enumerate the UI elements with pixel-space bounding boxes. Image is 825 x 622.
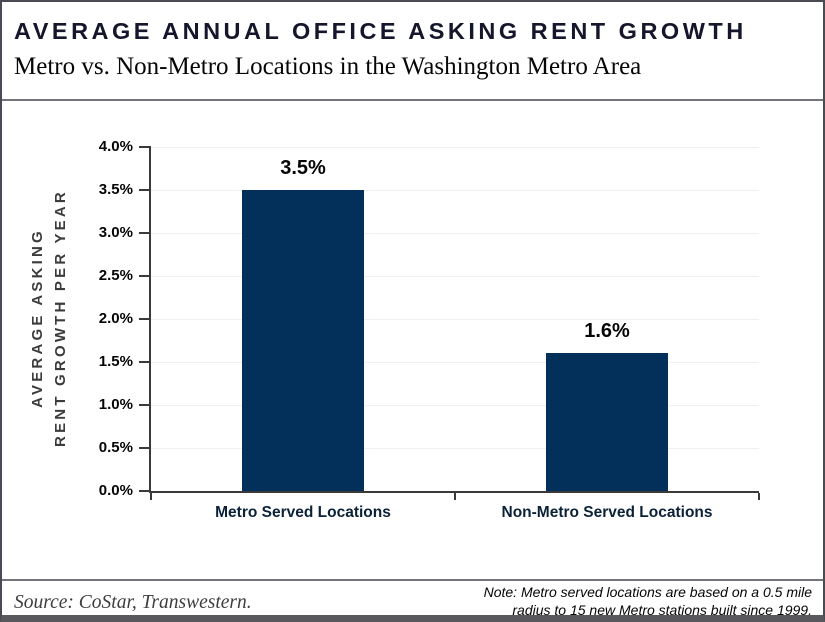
y-axis-tick-label: 4.0% xyxy=(98,138,133,155)
x-axis-category-label: Metro Served Locations xyxy=(215,504,391,521)
y-axis-tick xyxy=(139,275,151,277)
x-axis-line xyxy=(149,491,759,493)
note-text: Note: Metro served locations are based o… xyxy=(483,584,812,618)
y-axis-tick-label: 1.5% xyxy=(98,353,133,370)
y-axis-tick-label: 0.0% xyxy=(98,482,133,499)
bar xyxy=(242,190,364,491)
page-title: AVERAGE ANNUAL OFFICE ASKING RENT GROWTH xyxy=(14,18,747,44)
y-axis-tick-label: 3.5% xyxy=(98,181,133,198)
y-axis-tick xyxy=(139,447,151,449)
y-axis-tick-label: 1.0% xyxy=(98,396,133,413)
y-axis-line xyxy=(149,147,151,493)
note-line-2: radius to 15 new Metro stations built si… xyxy=(512,601,812,618)
y-axis-tick xyxy=(139,318,151,320)
x-axis-tick xyxy=(150,493,152,500)
gridline xyxy=(151,147,759,148)
header-divider xyxy=(2,99,823,101)
footer-divider xyxy=(2,579,823,581)
y-axis-tick-label: 2.5% xyxy=(98,267,133,284)
gridline xyxy=(151,276,759,277)
y-axis-tick xyxy=(139,189,151,191)
y-axis-tick-label: 3.0% xyxy=(98,224,133,241)
x-axis-tick xyxy=(758,493,760,500)
gridline xyxy=(151,448,759,449)
gridline xyxy=(151,233,759,234)
y-axis-tick-label: 2.0% xyxy=(98,310,133,327)
y-axis-tick xyxy=(139,404,151,406)
x-axis-category-label: Non-Metro Served Locations xyxy=(501,504,713,521)
bar-value-label: 3.5% xyxy=(280,157,326,179)
y-axis-tick-label: 0.5% xyxy=(98,439,133,456)
y-axis-tick xyxy=(139,361,151,363)
gridline xyxy=(151,362,759,363)
gridline xyxy=(151,190,759,191)
gridline xyxy=(151,405,759,406)
gridline xyxy=(151,319,759,320)
note-line-1: Note: Metro served locations are based o… xyxy=(483,584,812,600)
source-text: Source: CoStar, Transwestern. xyxy=(14,592,252,613)
page-subtitle: Metro vs. Non-Metro Locations in the Was… xyxy=(14,53,642,80)
bar xyxy=(546,353,668,491)
x-axis-tick xyxy=(454,493,456,500)
y-axis-tick xyxy=(139,490,151,492)
y-axis-tick xyxy=(139,146,151,148)
y-axis-tick xyxy=(139,232,151,234)
bar-value-label: 1.6% xyxy=(584,320,630,342)
